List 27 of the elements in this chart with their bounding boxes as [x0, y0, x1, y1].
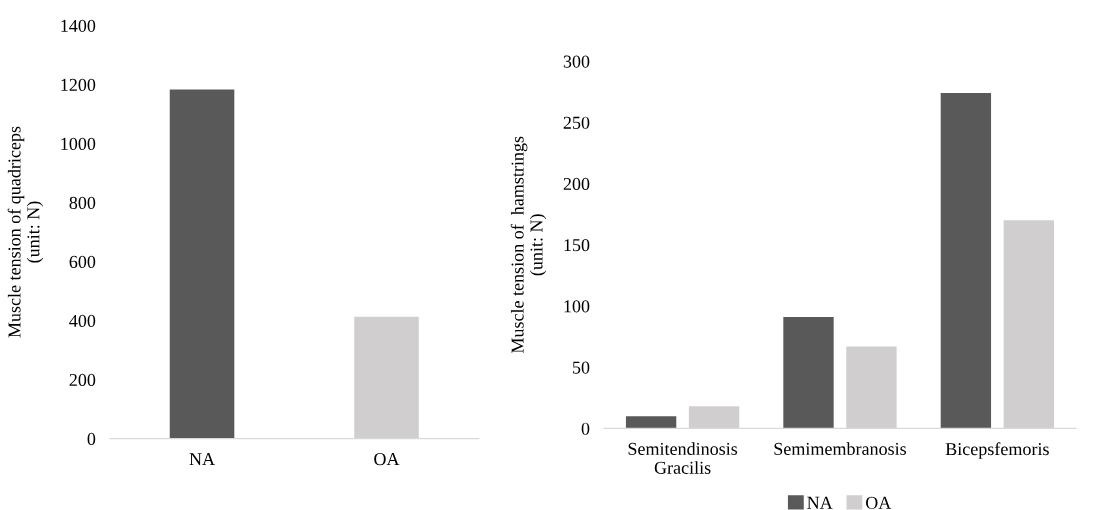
y-tick-label: 1400 — [61, 19, 96, 32]
y-tick-label: 250 — [563, 116, 590, 129]
y-tick-label: 200 — [69, 373, 96, 387]
x-tick-label: NA — [189, 453, 215, 466]
bar — [783, 317, 834, 429]
y-axis-title: Muscle tension of quadriceps (unit: N) — [7, 126, 44, 338]
y-axis-title: Muscle tension of hamstrings (unit: N) — [510, 136, 547, 354]
y-tick-label: 1200 — [61, 78, 96, 91]
legend-label: OA — [865, 496, 892, 509]
x-tick-label: OA — [374, 453, 400, 466]
y-tick-label: 800 — [69, 196, 96, 209]
bar — [940, 93, 992, 429]
y-tick-label: 0 — [581, 422, 590, 435]
y-tick-label: 1000 — [61, 137, 96, 150]
x-tick-label: Semimembranosis — [774, 442, 907, 455]
y-tick-label: 400 — [69, 314, 96, 328]
x-tick-label: Bicepsfemoris — [945, 442, 1049, 459]
y-tick-label: 300 — [563, 55, 590, 68]
y-tick-label: 200 — [563, 177, 590, 191]
y-tick-label: 600 — [69, 255, 96, 268]
x-tick-label: Semitendinosis Gracilis — [628, 442, 738, 474]
y-tick-label: 100 — [564, 300, 590, 313]
y-tick-label: 0 — [87, 432, 96, 446]
y-tick-label: 50 — [573, 361, 590, 374]
legend-label: NA — [807, 496, 833, 509]
bar — [625, 416, 677, 429]
y-tick-label: 150 — [564, 239, 590, 252]
